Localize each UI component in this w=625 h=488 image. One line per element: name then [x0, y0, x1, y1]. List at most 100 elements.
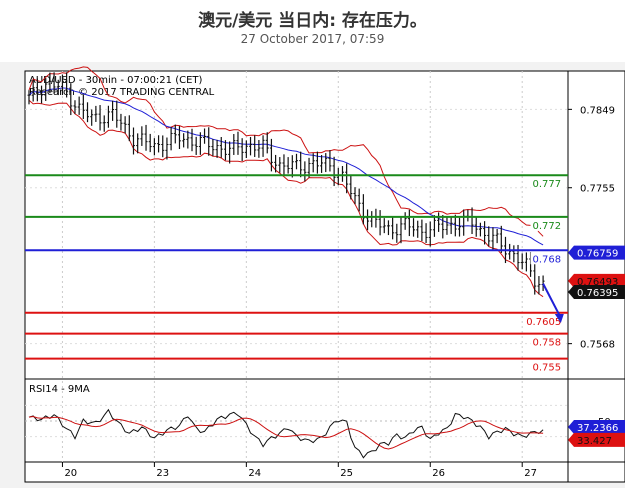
- chart-info-line1: AUD/USD - 30min - 07:00:21 (CET): [29, 75, 203, 86]
- price-bar: [81, 95, 85, 120]
- price-bar: [320, 155, 324, 173]
- price-bar: [65, 72, 69, 98]
- price-bar: [349, 175, 353, 200]
- price-tag-last-label: 0.76395: [577, 288, 618, 299]
- price-bar: [315, 151, 319, 174]
- price-bar: [508, 243, 512, 260]
- price-bar: [303, 161, 307, 182]
- x-tick-label: 27: [524, 468, 537, 479]
- price-bar: [186, 130, 190, 149]
- price-bar: [324, 153, 328, 173]
- price-bar: [207, 127, 211, 156]
- price-bar: [173, 124, 177, 144]
- price-bar: [478, 222, 482, 237]
- price-bar: [474, 216, 478, 237]
- price-bar: [40, 85, 44, 104]
- x-tick-label: 25: [340, 468, 353, 479]
- price-bar: [219, 137, 223, 158]
- price-bar: [537, 276, 541, 295]
- price-bar: [357, 188, 361, 212]
- upper-band: [28, 66, 544, 237]
- price-bar: [86, 102, 90, 123]
- page-date: 27 October 2017, 07:59: [240, 32, 385, 46]
- price-bar: [403, 212, 407, 230]
- price-bar: [56, 79, 60, 96]
- price-bar: [311, 153, 315, 173]
- price-bar: [441, 214, 445, 239]
- price-tag-band-shape: [568, 273, 625, 288]
- price-bar: [244, 140, 248, 159]
- price-bar: [332, 156, 336, 187]
- price-bar: [198, 132, 202, 155]
- price-bar: [77, 96, 81, 115]
- level-label: 0.772: [533, 221, 562, 232]
- level-label-bg: [530, 177, 566, 190]
- price-bar: [437, 212, 441, 232]
- moving-average-line: [28, 87, 544, 246]
- price-bar: [445, 217, 449, 235]
- price-bar: [69, 83, 73, 116]
- rsi-tag-shape: [568, 419, 625, 434]
- price-bar: [295, 153, 298, 170]
- price-chart: 20 23 24 25 26 27 0.7849 0.7755 0.7568 AUD/USD - …: [0, 62, 625, 488]
- price-bar: [290, 155, 294, 178]
- price-bar: [52, 72, 56, 94]
- price-bar: [106, 105, 110, 128]
- rsi-tag-label: 37.2366: [577, 423, 618, 434]
- price-tick-label: 0.7568: [580, 340, 615, 351]
- price-bar: [491, 227, 495, 250]
- level-label: 0.755: [533, 363, 562, 374]
- price-bar: [449, 217, 453, 235]
- level-label-bg: [530, 335, 566, 348]
- level-label: 0.768: [533, 254, 562, 265]
- price-bar: [232, 134, 236, 155]
- price-bar: [407, 209, 411, 237]
- price-bar: [378, 210, 382, 236]
- price-bar: [512, 245, 516, 263]
- price-bar: [382, 218, 386, 234]
- price-bar: [416, 220, 420, 238]
- lower-band: [28, 99, 544, 298]
- price-bar: [278, 157, 282, 173]
- price-bar: [44, 78, 48, 101]
- price-bar: [253, 135, 257, 157]
- price-tag-ma: 0.76759: [568, 245, 625, 260]
- price-bar: [432, 215, 436, 237]
- price-bar: [274, 154, 278, 173]
- price-bar: [265, 132, 269, 154]
- price-bar: [140, 126, 144, 146]
- price-bar: [27, 90, 31, 105]
- price-bar: [31, 79, 35, 102]
- rsi-tag: 37.2366: [568, 419, 625, 434]
- level-label: 0.7605: [526, 317, 561, 328]
- price-bar: [165, 137, 169, 160]
- price-bar: [420, 219, 424, 242]
- price-tick-label: 0.7849: [580, 105, 615, 116]
- price-bar: [194, 136, 198, 155]
- price-bar: [111, 100, 115, 121]
- rsi-ma-tag-label: 33.427: [577, 436, 612, 447]
- bollinger-bands: [28, 66, 544, 298]
- price-bar: [483, 221, 487, 245]
- price-bar: [215, 139, 219, 158]
- level-label-bg: [530, 218, 566, 231]
- price-bar: [282, 154, 286, 175]
- price-bar: [90, 109, 94, 126]
- price-bar: [395, 223, 399, 243]
- price-bar: [102, 115, 106, 132]
- level-label-bg: [530, 252, 566, 265]
- price-bar: [127, 115, 131, 142]
- price-tick-label: 0.7755: [580, 184, 615, 195]
- price-bar: [286, 157, 290, 174]
- price-bar: [211, 138, 215, 157]
- price-bar: [148, 133, 152, 153]
- rsi-ma-tag: 33.427: [568, 432, 625, 447]
- price-bar: [182, 133, 186, 148]
- price-bar: [98, 105, 102, 131]
- price-bar: [458, 217, 462, 237]
- x-tick-label: 20: [64, 468, 77, 479]
- price-bar: [257, 139, 261, 158]
- price-bar: [353, 187, 357, 205]
- price-bar: [60, 74, 64, 96]
- level-label-bg: [530, 360, 566, 373]
